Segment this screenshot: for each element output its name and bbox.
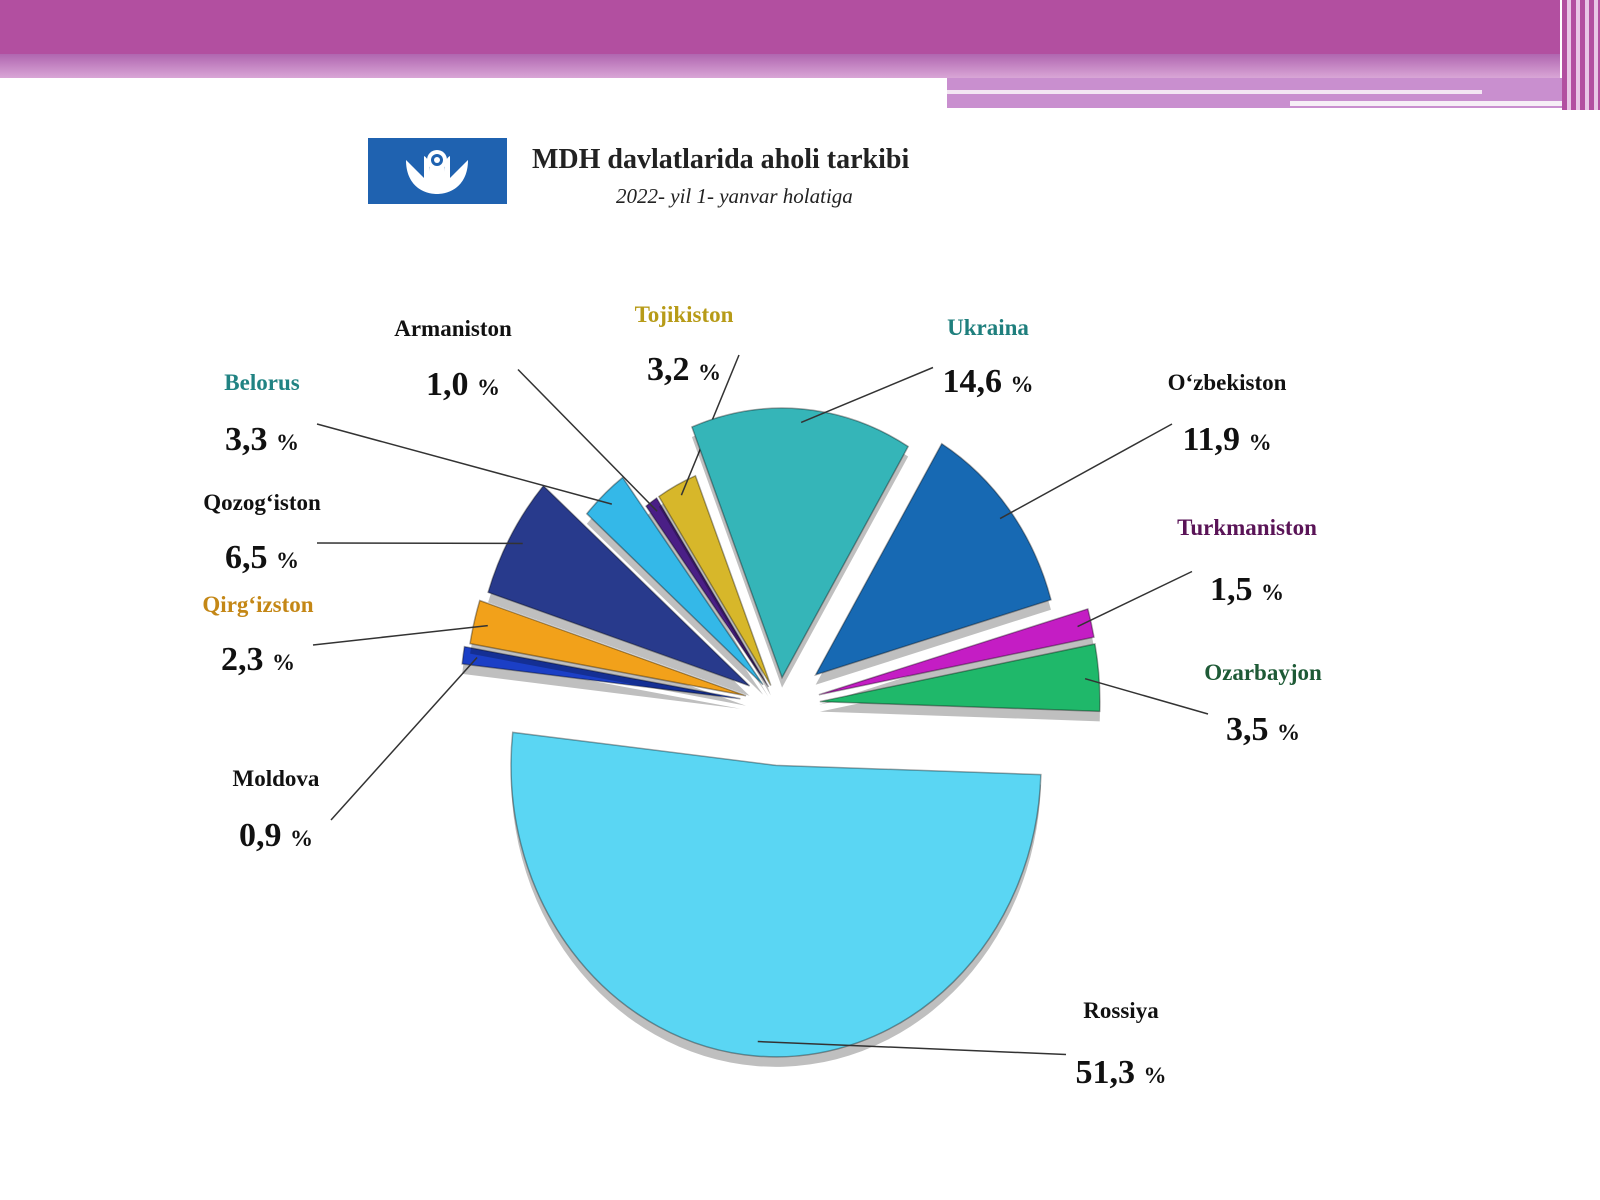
leader-line-armaniston [517,368,658,512]
leader-line-ukraina [800,366,934,424]
label-value-belorus: 3,3 % [225,421,299,458]
label-value-rossiya: 51,3 % [1076,1054,1167,1091]
label-value-ozarbayjon: 3,5 % [1226,711,1300,748]
label-value-turkmaniston: 1,5 % [1210,571,1284,608]
leader-line-belorus [316,423,613,505]
leader-line-ozarbayjon [1084,677,1209,715]
slice-o-zbekiston [814,442,1052,685]
slice-face-o-zbekiston [814,442,1052,677]
chart-subtitle: 2022- yil 1- yanvar holatiga [616,184,853,208]
label-value-ukraina: 14,6 % [943,363,1034,400]
slice-qirg-izston [469,599,747,706]
decorative-line [947,90,1482,94]
label-name-rossiya: Rossiya [1083,998,1159,1023]
label-value-qirg-izston: 2,3 % [221,641,295,678]
slice-moldova [461,645,741,709]
label-name-ozarbayjon: Ozarbayjon [1204,660,1322,685]
label-name-tojikiston: Tojikiston [635,302,734,327]
chart-title: MDH davlatlarida aholi tarkibi [532,144,910,175]
label-name-o-zbekiston: O‘zbekiston [1168,370,1287,395]
top-banner [0,0,1560,54]
label-value-o-zbekiston: 11,9 % [1182,421,1271,458]
slice-tojikiston [657,474,772,696]
slice-face-ozarbayjon [819,643,1101,713]
label-name-armaniston: Armaniston [394,316,512,341]
slice-rossiya [510,731,1042,1067]
slice-face-rossiya [510,731,1042,1058]
slice-ukraina [690,407,910,688]
slice-face-belorus [585,476,764,686]
slice-belorus [585,476,764,695]
cis-logo-icon [368,138,507,204]
leader-line-moldova [330,656,478,821]
slice-qozog-iston [487,484,751,696]
label-value-qozog-iston: 6,5 % [225,539,299,576]
leader-line-rossiya [757,1040,1067,1056]
label-value-armaniston: 1,0 % [426,366,500,403]
leader-line-o-zbekiston [999,423,1173,520]
decorative-line [1290,101,1570,106]
chart-header: MDH davlatlarida aholi tarkibi 2022- yil… [368,138,1028,210]
slice-face-armaniston [645,496,770,688]
slice-face-ukraina [690,407,910,680]
label-name-turkmaniston: Turkmaniston [1177,515,1317,540]
slice-turkmaniston [818,607,1095,705]
label-name-ukraina: Ukraina [947,315,1029,340]
label-name-qirg-izston: Qirg‘izston [202,592,313,617]
slice-face-turkmaniston [818,607,1095,696]
slice-ozarbayjon [819,643,1101,722]
slice-face-qozog-iston [487,484,751,687]
label-value-tojikiston: 3,2 % [647,351,721,388]
leader-line-qirg-izston [312,624,488,646]
slice-face-tojikiston [657,474,772,686]
decorative-edge [1562,0,1600,110]
label-name-moldova: Moldova [233,766,320,791]
label-value-moldova: 0,9 % [239,817,313,854]
slice-face-moldova [461,645,741,700]
slice-face-qirg-izston [469,599,747,697]
label-name-qozog-iston: Qozog‘iston [203,490,321,515]
leader-line-turkmaniston [1077,570,1193,628]
top-banner-shadow [0,54,1560,78]
label-name-belorus: Belorus [224,370,299,395]
